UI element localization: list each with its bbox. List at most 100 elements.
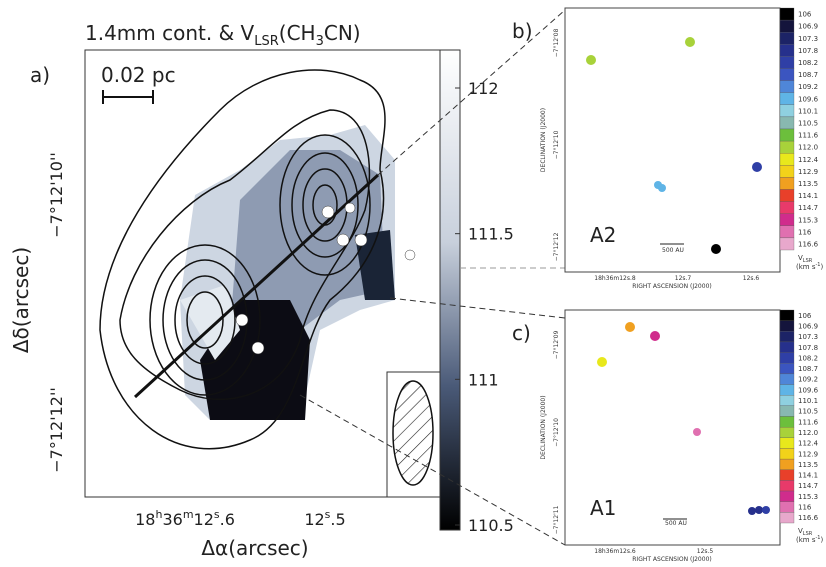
unit-part: ) (820, 536, 823, 544)
velocity-label: 111.6 (798, 132, 819, 140)
velocity-label: 110.5 (798, 408, 818, 416)
velocity-swatch (779, 320, 795, 332)
velocity-swatch (779, 44, 795, 57)
ra-tick-label: 18h36m12s.8 (594, 275, 636, 282)
velocity-swatch (779, 480, 795, 492)
velocity-swatch (779, 458, 795, 470)
velocity-swatch (779, 56, 795, 69)
velocity-label: 112.4 (798, 156, 819, 164)
velocity-label: 108.2 (798, 354, 818, 362)
velocity-swatch (779, 405, 795, 417)
x-tick-label: 12s.5 (304, 508, 345, 529)
unit-part: -1 (815, 262, 820, 268)
velocity-label: 110.5 (798, 119, 818, 127)
x-tick-label: 18h36m12s.6 (135, 508, 235, 529)
dec-tick-label: −7°12'12 (553, 232, 560, 261)
velocity-label: 112.0 (798, 429, 818, 437)
velocity-swatch (779, 201, 795, 214)
velocity-swatch (779, 165, 795, 178)
velocity-label: 116 (798, 228, 812, 236)
velocity-label: 113.5 (798, 461, 818, 469)
ra-tick-label: 12s.5 (697, 548, 714, 555)
colorbar (439, 49, 461, 531)
colorbar-label: 111 (468, 370, 499, 389)
velocity-label: 114.7 (798, 482, 818, 490)
cut-line (133, 173, 380, 399)
velocity-label: 107.8 (798, 47, 818, 55)
dec-tick-label: −7°12'11 (553, 505, 560, 534)
velocity-swatch (779, 7, 795, 21)
contours (99, 69, 386, 450)
velocity-swatch (779, 189, 795, 202)
ra-tick-label: 18h36m12s.6 (594, 548, 636, 555)
velocity-swatch (779, 80, 795, 93)
velocity-label: 106.9 (798, 322, 818, 330)
dec-label: DECLINATION (J2000) (540, 395, 547, 459)
title: 1.4mm cont. & VLSR(CH3CN) (85, 21, 361, 49)
dec-tick-label: −7°12'09 (553, 330, 560, 359)
velocity-label: 114.7 (798, 204, 818, 212)
velocity-label: 110.1 (798, 107, 818, 115)
velocity-swatch (779, 437, 795, 449)
velocity-swatch (779, 104, 795, 118)
velocity-swatch (779, 341, 795, 353)
velocity-swatch (779, 68, 795, 81)
region-label: A2 (590, 223, 616, 247)
panel-b: 106 106.9 107.3 107.8 108.2 108.7 109.2 109.6 11… (512, 7, 823, 290)
velocity-label: 106 (798, 312, 812, 320)
colorbar-label: 112 (468, 79, 499, 98)
connectors (299, 9, 566, 546)
scale-label: 500 AU (665, 520, 687, 527)
unit-part: (km s (796, 263, 816, 271)
velocity-swatch (779, 363, 795, 375)
unit-part: -1 (815, 535, 820, 541)
unit-part: V (798, 254, 803, 262)
velocity-swatch (779, 19, 795, 33)
velocity-label: 107.8 (798, 344, 818, 352)
velocity-swatch (779, 213, 795, 226)
velocity-label: 116.6 (798, 514, 819, 522)
sources (235, 202, 416, 355)
unit-part: ) (820, 263, 823, 271)
velocity-label: 114.1 (798, 192, 818, 200)
velocity-swatch (779, 309, 795, 321)
velocity-swatch (779, 225, 795, 239)
ra-tick-label: 12s.7 (675, 275, 692, 282)
velocity-swatch (779, 373, 795, 385)
dec-tick-label: −7°12'10 (553, 418, 560, 447)
unit-part: LSR (803, 258, 813, 264)
velocity-label: 112.9 (798, 450, 818, 458)
velocity-swatch (779, 177, 795, 190)
velocity-label: 108.7 (798, 71, 818, 79)
velocity-label: 106.9 (798, 23, 818, 31)
velocity-swatch (779, 237, 795, 251)
velocity-label: 116.6 (798, 240, 819, 248)
velocity-unit: (km s-1) (796, 262, 823, 271)
region-label: A1 (590, 496, 616, 520)
velocity-label: 112.4 (798, 440, 819, 448)
velocity-swatch (779, 153, 795, 166)
dec-label: DECLINATION (J2000) (540, 108, 547, 172)
velocity-label: 110.1 (798, 397, 818, 405)
x-label: Δα(arcsec) (201, 536, 308, 560)
velocity-label: 106 (798, 11, 812, 19)
velocity-label: 109.2 (798, 376, 818, 384)
colorbar-label: 110.5 (468, 516, 514, 535)
scale-label: 0.02 pc (101, 63, 176, 87)
velocity-label: 114.1 (798, 472, 818, 480)
velocity-label: 116 (798, 504, 812, 512)
velocity-label: 115.3 (798, 493, 818, 501)
velocity-label: 109.2 (798, 83, 818, 91)
dec-tick-label: −7°12'10 (553, 130, 560, 159)
velocity-label: 113.5 (798, 180, 818, 188)
ra-label: RIGHT ASCENSION (J2000) (632, 283, 711, 290)
velocity-swatch (779, 426, 795, 438)
velocity-swatch (779, 352, 795, 364)
y-tick-label: −7°12'12'' (47, 387, 66, 473)
velocity-swatch (779, 92, 795, 105)
velocity-label: 109.6 (798, 386, 819, 394)
panel-label: a) (30, 63, 50, 87)
dec-tick-label: −7°12'08 (553, 28, 560, 57)
colorbar-ticks: 112 111.5 111 110.5 (455, 79, 514, 535)
